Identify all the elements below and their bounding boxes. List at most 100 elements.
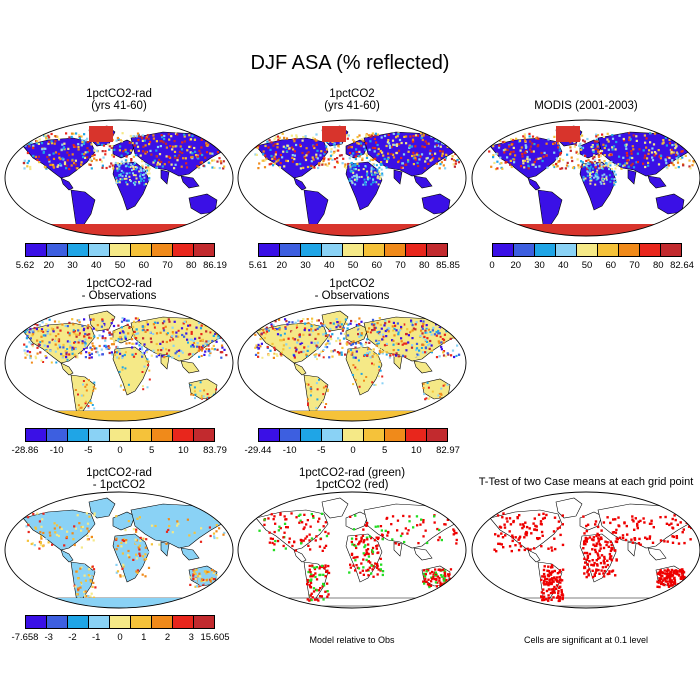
colorbar-swatch bbox=[152, 429, 173, 441]
colorbar-tick-label: 82.97 bbox=[436, 445, 460, 456]
colorbar-swatch bbox=[68, 616, 89, 628]
colorbar-swatch bbox=[364, 244, 385, 256]
colorbar-swatch bbox=[259, 244, 280, 256]
colorbar-tick-label: 10 bbox=[411, 445, 422, 456]
panel-subtitle: - Observations bbox=[81, 290, 157, 302]
colorbar-swatch bbox=[535, 244, 556, 256]
colorbar-tick-label: 1 bbox=[141, 632, 147, 643]
panel-title: 1pctCO2-rad (green) bbox=[298, 467, 406, 479]
colorbar-swatch bbox=[322, 244, 343, 256]
panel-note: Cells are significant at 0.1 level bbox=[523, 635, 649, 645]
colorbar bbox=[258, 243, 448, 257]
colorbar-swatch bbox=[110, 244, 131, 256]
colorbar-tick-label: 0 bbox=[117, 445, 123, 456]
colorbar-tick-label: 15.605 bbox=[200, 632, 230, 643]
colorbar-swatch bbox=[194, 616, 214, 628]
colorbar bbox=[492, 243, 682, 257]
colorbar-swatch bbox=[173, 429, 194, 441]
colorbar-swatch bbox=[47, 244, 68, 256]
colorbar-tick-label: 80 bbox=[652, 260, 664, 271]
world-map bbox=[237, 491, 467, 609]
colorbar-swatch bbox=[152, 616, 173, 628]
colorbar bbox=[25, 428, 215, 442]
colorbar-swatch bbox=[110, 616, 131, 628]
colorbar-swatch bbox=[131, 429, 152, 441]
colorbar-swatch bbox=[131, 244, 152, 256]
colorbar-tick-label: 20 bbox=[276, 260, 288, 271]
colorbar-swatch bbox=[194, 429, 214, 441]
colorbar-swatch bbox=[577, 244, 598, 256]
colorbar-swatch bbox=[406, 244, 427, 256]
panel-title: 1pctCO2 bbox=[329, 278, 375, 290]
panel-title: MODIS (2001-2003) bbox=[534, 100, 638, 112]
colorbar-labels: 5.61 20 30 40 50 60 70 80 85.85 bbox=[249, 260, 460, 272]
colorbar-swatch bbox=[301, 429, 322, 441]
colorbar bbox=[25, 615, 215, 629]
panel-subtitle: 1pctCO2 (red) bbox=[315, 479, 389, 491]
colorbar-swatch bbox=[152, 244, 173, 256]
colorbar-tick-label: 2 bbox=[164, 632, 171, 643]
colorbar-labels: -28.86 -10 -5 0 5 10 83.79 bbox=[12, 445, 227, 457]
colorbar bbox=[258, 428, 448, 442]
colorbar-swatch bbox=[89, 616, 110, 628]
colorbar-swatch bbox=[556, 244, 577, 256]
colorbar-tick-label: -10 bbox=[49, 445, 64, 456]
colorbar-tick-label: -29.44 bbox=[244, 445, 272, 456]
colorbar-tick-label: 50 bbox=[114, 260, 126, 271]
colorbar-tick-label: 20 bbox=[43, 260, 55, 271]
colorbar-tick-label: 70 bbox=[395, 260, 406, 271]
colorbar-tick-label: 60 bbox=[138, 260, 150, 271]
colorbar-tick-label: 5 bbox=[149, 445, 155, 456]
colorbar-swatch bbox=[322, 429, 343, 441]
world-map bbox=[471, 491, 700, 609]
world-map bbox=[471, 119, 700, 237]
colorbar-swatch bbox=[131, 616, 152, 628]
colorbar-tick-label: 80 bbox=[185, 260, 197, 271]
colorbar-swatch bbox=[173, 244, 194, 256]
colorbar-swatch bbox=[26, 244, 47, 256]
colorbar-labels: 0 20 30 40 50 60 70 80 82.64 bbox=[489, 260, 694, 272]
colorbar-swatch bbox=[364, 429, 385, 441]
panel-title: 1pctCO2-rad bbox=[86, 88, 152, 100]
colorbar-tick-label: -28.86 bbox=[11, 445, 39, 456]
colorbar-tick-label: -3 bbox=[44, 632, 53, 643]
colorbar-swatch bbox=[280, 244, 301, 256]
colorbar-tick-label: 60 bbox=[605, 260, 617, 271]
colorbar-swatch bbox=[343, 244, 364, 256]
colorbar-tick-label: -2 bbox=[68, 632, 77, 643]
colorbar-swatch bbox=[514, 244, 535, 256]
colorbar-swatch bbox=[619, 244, 640, 256]
colorbar-labels: 5.62 20 30 40 50 60 70 80 86.19 bbox=[16, 260, 227, 272]
colorbar-swatch bbox=[661, 244, 681, 256]
colorbar-swatch bbox=[385, 429, 406, 441]
colorbar-tick-label: 50 bbox=[347, 260, 359, 271]
colorbar-swatch bbox=[301, 244, 322, 256]
colorbar-tick-label: 85.85 bbox=[436, 260, 460, 271]
colorbar-tick-label: 0 bbox=[489, 260, 495, 271]
colorbar-swatch bbox=[343, 429, 364, 441]
colorbar-labels: -7.658 -3 -2 -1 0 1 2 3 15.605 bbox=[12, 632, 230, 644]
colorbar bbox=[25, 243, 215, 257]
colorbar-swatch bbox=[427, 429, 447, 441]
colorbar-swatch bbox=[259, 429, 280, 441]
colorbar-swatch bbox=[26, 429, 47, 441]
colorbar-tick-label: 83.79 bbox=[203, 445, 227, 456]
world-map bbox=[4, 119, 234, 237]
colorbar-tick-label: 70 bbox=[629, 260, 640, 271]
world-map bbox=[4, 304, 234, 422]
colorbar-tick-label: 0 bbox=[117, 632, 123, 643]
colorbar-swatch bbox=[640, 244, 661, 256]
colorbar-tick-label: 5 bbox=[382, 445, 388, 456]
world-map bbox=[237, 304, 467, 422]
colorbar-tick-label: 10 bbox=[178, 445, 189, 456]
colorbar-tick-label: 70 bbox=[162, 260, 173, 271]
colorbar-tick-label: -5 bbox=[317, 445, 326, 456]
figure-title: DJF ASA (% reflected) bbox=[250, 52, 450, 74]
panel-subtitle: - Observations bbox=[314, 290, 390, 302]
panel-title: 1pctCO2 bbox=[329, 88, 375, 100]
colorbar-swatch bbox=[598, 244, 619, 256]
panel-note: Model relative to Obs bbox=[309, 635, 395, 645]
world-map bbox=[4, 491, 234, 609]
world-map bbox=[237, 119, 467, 237]
colorbar-swatch bbox=[47, 616, 68, 628]
